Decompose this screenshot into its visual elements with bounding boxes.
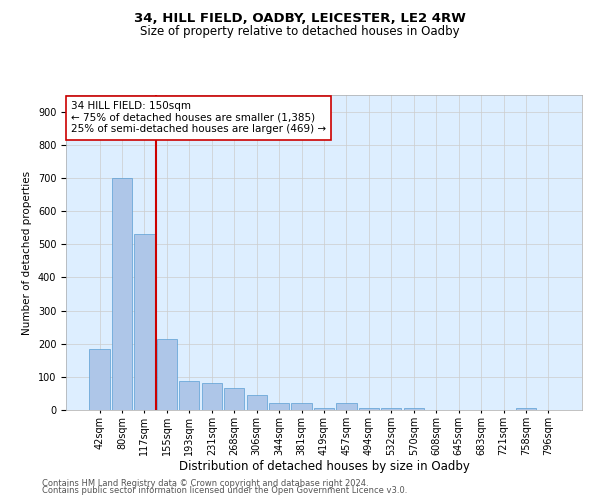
Bar bbox=[404, 408, 424, 410]
Bar bbox=[179, 381, 199, 410]
Bar bbox=[359, 408, 379, 410]
Bar bbox=[381, 408, 401, 410]
Bar bbox=[247, 395, 267, 410]
Bar bbox=[157, 338, 177, 410]
Text: 34, HILL FIELD, OADBY, LEICESTER, LE2 4RW: 34, HILL FIELD, OADBY, LEICESTER, LE2 4R… bbox=[134, 12, 466, 26]
X-axis label: Distribution of detached houses by size in Oadby: Distribution of detached houses by size … bbox=[179, 460, 469, 473]
Text: Contains HM Land Registry data © Crown copyright and database right 2024.: Contains HM Land Registry data © Crown c… bbox=[42, 478, 368, 488]
Bar bbox=[337, 402, 356, 410]
Bar bbox=[89, 348, 110, 410]
Bar bbox=[134, 234, 155, 410]
Bar bbox=[292, 402, 311, 410]
Bar bbox=[224, 388, 244, 410]
Bar bbox=[314, 408, 334, 410]
Text: Contains public sector information licensed under the Open Government Licence v3: Contains public sector information licen… bbox=[42, 486, 407, 495]
Bar bbox=[269, 402, 289, 410]
Text: Size of property relative to detached houses in Oadby: Size of property relative to detached ho… bbox=[140, 25, 460, 38]
Y-axis label: Number of detached properties: Number of detached properties bbox=[22, 170, 32, 334]
Bar bbox=[112, 178, 132, 410]
Bar bbox=[202, 384, 222, 410]
Text: 34 HILL FIELD: 150sqm
← 75% of detached houses are smaller (1,385)
25% of semi-d: 34 HILL FIELD: 150sqm ← 75% of detached … bbox=[71, 102, 326, 134]
Bar bbox=[516, 408, 536, 410]
